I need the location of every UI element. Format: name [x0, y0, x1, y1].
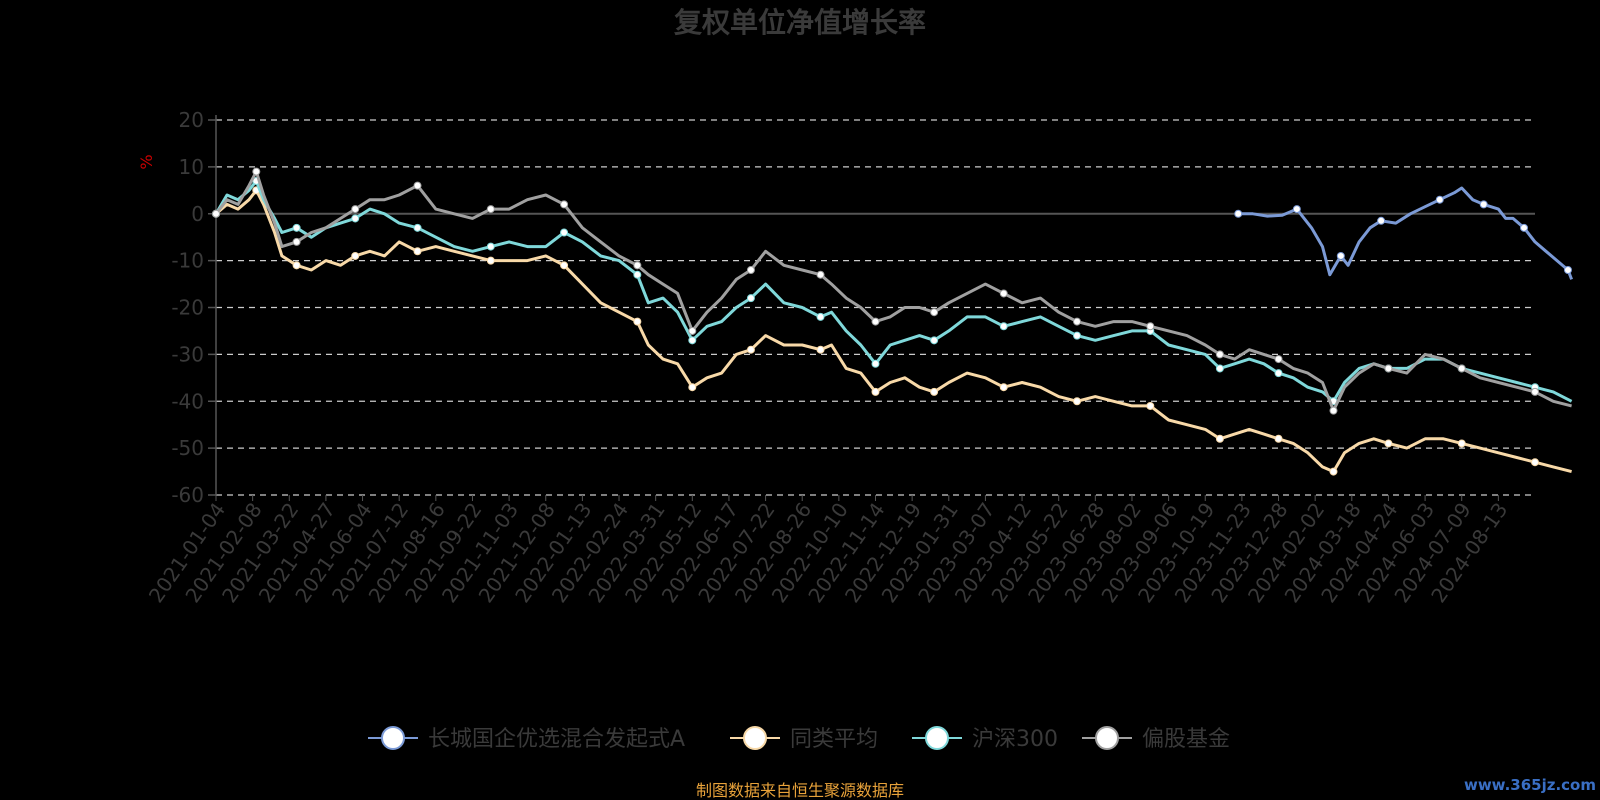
- series-3-point-0: [212, 209, 220, 218]
- series-2-point-48: [930, 336, 939, 345]
- series-2-point-68: [1274, 369, 1283, 378]
- legend-label-1[interactable]: 同类平均: [790, 727, 878, 752]
- series-3-point-64: [1215, 350, 1224, 359]
- series-1-point-28: [633, 317, 642, 326]
- series-2-point-56: [1073, 331, 1082, 340]
- legend[interactable]: 长城国企优选混合发起式A 同类平均 沪深300 偏股基金: [368, 726, 1230, 752]
- series-3-point-80: [1457, 364, 1466, 373]
- series-1-point-76: [1384, 439, 1393, 448]
- series-3-point-4: [252, 167, 261, 176]
- legend-marker-0[interactable]: [381, 726, 405, 750]
- series-0-point-20: [1479, 200, 1488, 209]
- series-3-point-8: [292, 237, 301, 246]
- series-1-point-72: [1329, 467, 1338, 476]
- y-tick-label-0: 20: [179, 108, 204, 132]
- series-1-point-32: [688, 383, 697, 392]
- series-3-point-40: [816, 270, 825, 279]
- legend-label-3[interactable]: 偏股基金: [1142, 727, 1230, 752]
- series-1-point-68: [1274, 434, 1283, 443]
- y-axis-label: %: [137, 154, 156, 169]
- legend-marker-3[interactable]: [1095, 726, 1119, 750]
- series-2-point-64: [1215, 364, 1224, 373]
- y-tick-label-2: 0: [191, 202, 204, 226]
- series-1-point-84: [1531, 458, 1539, 467]
- series-1-point-16: [413, 247, 422, 256]
- series-3-point-56: [1073, 317, 1082, 326]
- series-3-point-20: [486, 205, 495, 214]
- series-line-3: [214, 170, 1572, 413]
- series-3-point-68: [1274, 355, 1283, 364]
- y-tick-label-7: -50: [171, 436, 204, 460]
- series-0-point-24: [1520, 223, 1529, 232]
- series-1-point-24: [560, 261, 569, 270]
- series-2-point-20: [486, 242, 495, 251]
- series-lines: [212, 167, 1574, 476]
- series-3-point-72: [1329, 406, 1338, 415]
- series-3-point-28: [633, 261, 642, 270]
- series-1-point-52: [999, 383, 1008, 392]
- x-axis: 2021-01-042021-02-082021-03-222021-04-27…: [144, 495, 1512, 607]
- series-3-point-44: [871, 317, 880, 326]
- series-2-point-8: [292, 223, 301, 232]
- series-1-point-36: [746, 345, 755, 354]
- legend-label-2[interactable]: 沪深300: [972, 727, 1058, 752]
- series-1-point-20: [486, 256, 495, 265]
- series-3-point-76: [1384, 364, 1393, 373]
- y-tick-label-8: -60: [171, 483, 204, 507]
- series-3-point-84: [1531, 387, 1539, 396]
- series-1-point-64: [1215, 434, 1224, 443]
- series-2-point-52: [999, 322, 1008, 331]
- series-2-point-24: [560, 228, 569, 237]
- series-1-point-60: [1146, 401, 1155, 410]
- series-1-point-40: [816, 345, 825, 354]
- source-note: 制图数据来自恒生聚源数据库: [696, 781, 904, 800]
- chart-title: 复权单位净值增长率: [674, 6, 926, 39]
- series-1-point-8: [292, 261, 301, 270]
- legend-marker-1[interactable]: [743, 726, 767, 750]
- series-1-point-56: [1073, 397, 1082, 406]
- series-1-point-48: [930, 387, 939, 396]
- series-3-point-16: [413, 181, 422, 190]
- series-0-point-0: [1234, 209, 1243, 218]
- y-tick-label-1: 10: [179, 155, 204, 179]
- y-tick-label-5: -30: [171, 342, 204, 366]
- y-axis: 20 10 0 -10 -20 -30 -40 -50 -60: [171, 108, 217, 507]
- series-1-point-12: [351, 251, 360, 260]
- y-tick-label-6: -40: [171, 389, 204, 413]
- series-2-point-40: [816, 312, 825, 321]
- legend-label-0[interactable]: 长城国企优选混合发起式A: [428, 727, 685, 752]
- series-3-point-52: [999, 289, 1008, 298]
- series-1-point-80: [1457, 439, 1466, 448]
- series-0-point-28: [1563, 266, 1572, 274]
- series-0-point-8: [1336, 251, 1345, 260]
- watermark: www.365jz.com: [1464, 776, 1596, 794]
- series-1-point-44: [871, 387, 880, 396]
- series-2-point-36: [746, 294, 755, 303]
- series-3-point-32: [688, 326, 697, 335]
- series-2-point-16: [413, 223, 422, 232]
- series-2-point-44: [871, 359, 880, 368]
- legend-marker-2[interactable]: [925, 726, 949, 750]
- series-3-point-48: [930, 308, 939, 317]
- grid-lines: [216, 119, 1535, 496]
- y-tick-label-4: -20: [171, 296, 204, 320]
- series-3-point-60: [1146, 322, 1155, 331]
- series-3-point-36: [746, 266, 755, 274]
- series-2-point-32: [688, 336, 697, 345]
- series-2-point-28: [633, 270, 642, 279]
- series-0-point-16: [1435, 195, 1444, 204]
- series-2-point-12: [351, 214, 360, 223]
- series-0-point-4: [1292, 205, 1301, 214]
- series-line-0: [1238, 186, 1574, 280]
- y-tick-label-3: -10: [171, 249, 204, 273]
- series-3-point-24: [560, 200, 569, 209]
- series-0-point-12: [1377, 216, 1386, 225]
- series-3-point-12: [351, 205, 360, 214]
